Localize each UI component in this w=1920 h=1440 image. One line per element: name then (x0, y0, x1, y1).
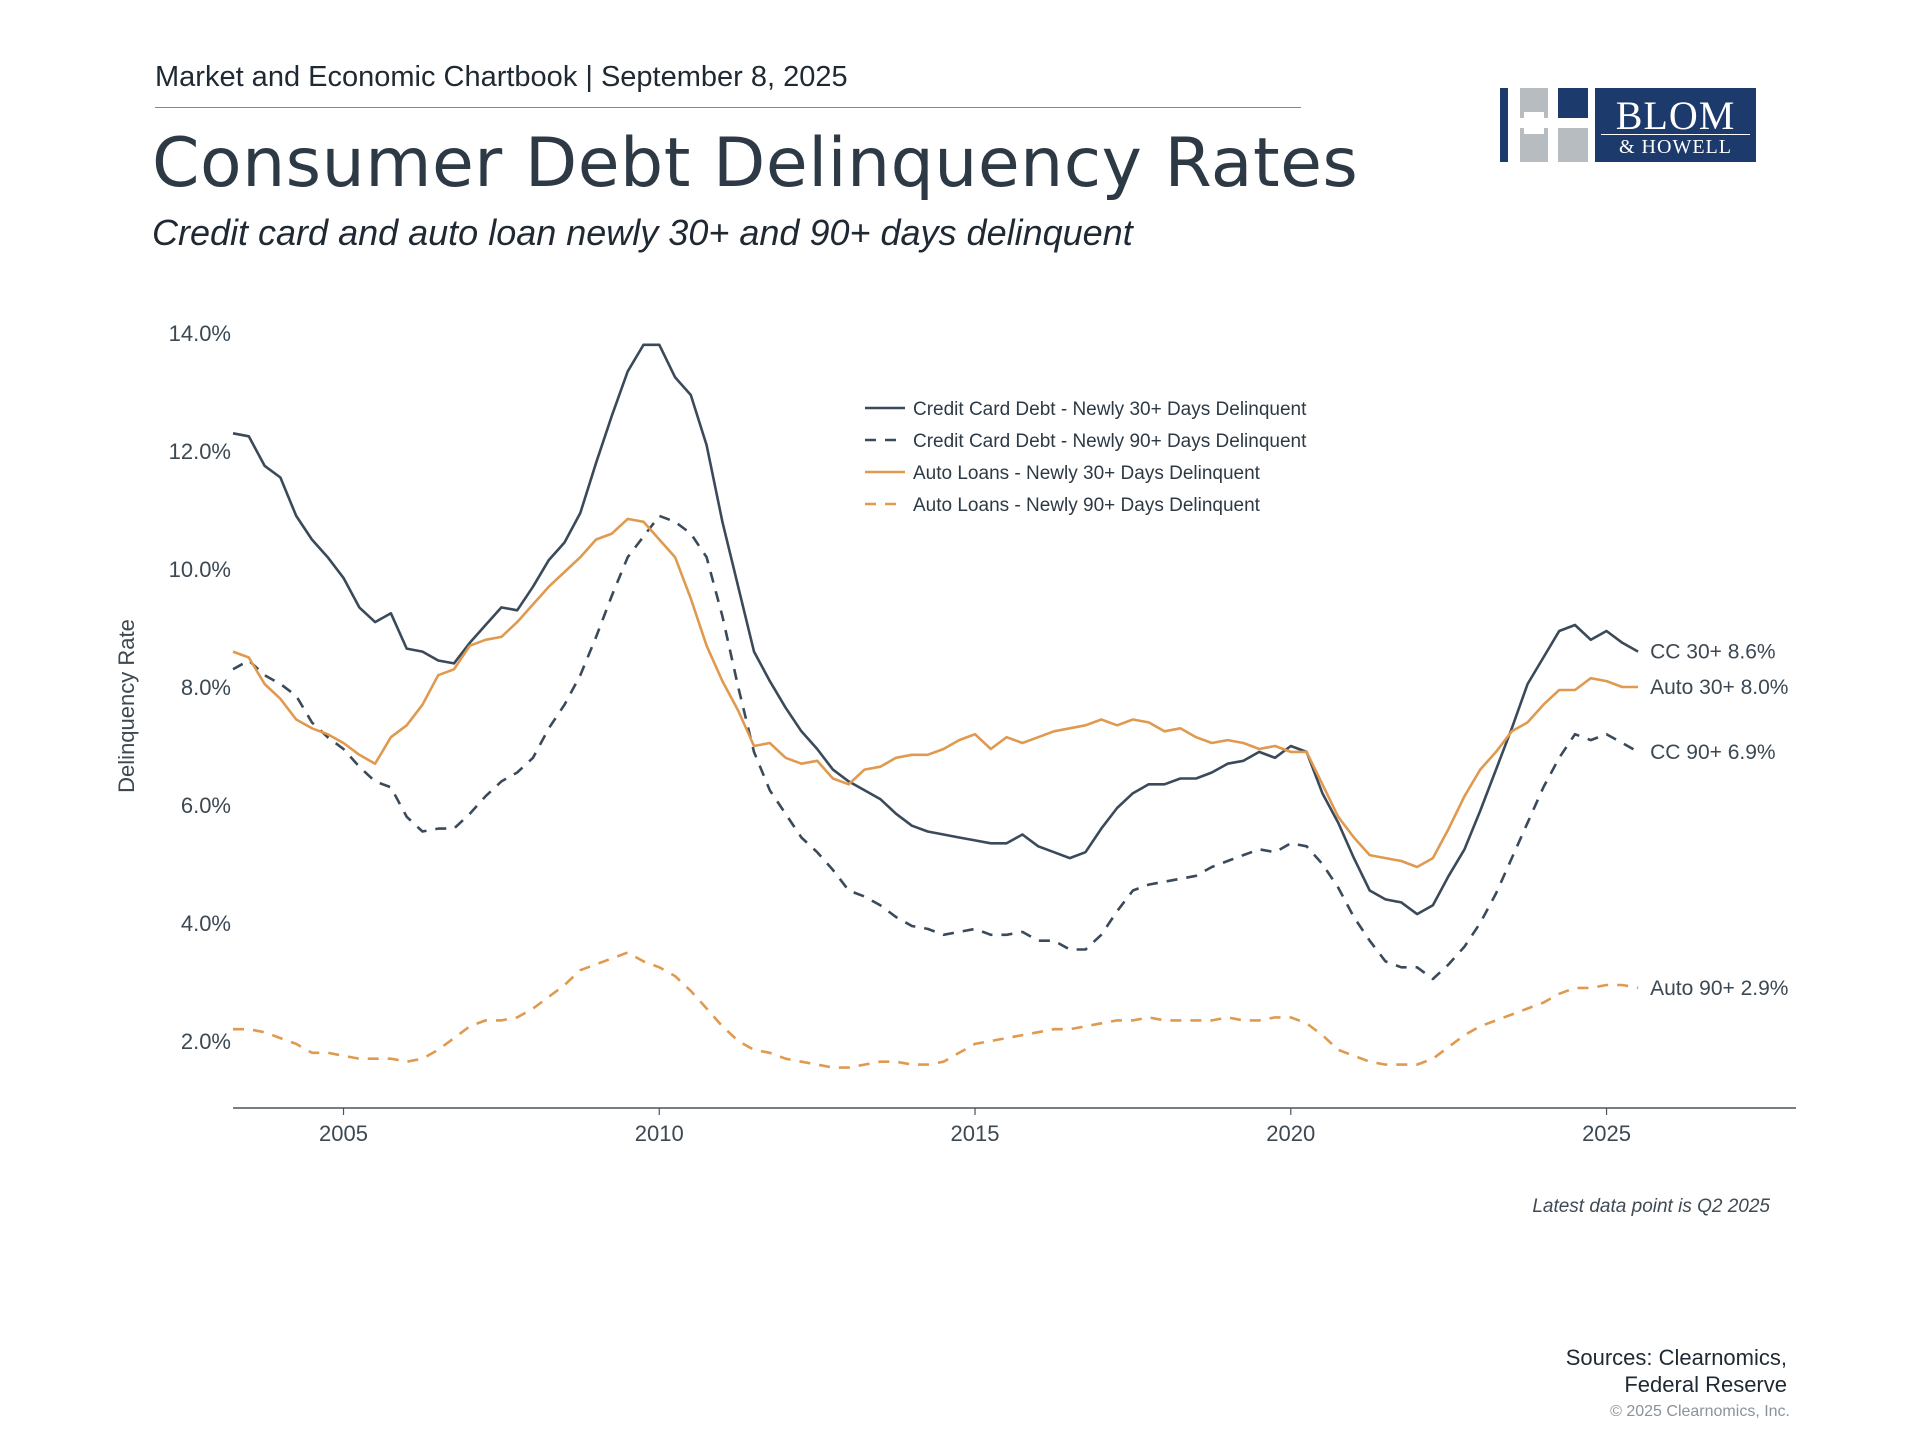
chart-legend: Credit Card Debt - Newly 30+ Days Delinq… (865, 399, 1307, 516)
y-tick-label: 6.0% (181, 793, 231, 818)
page-subtitle: Credit card and auto loan newly 30+ and … (152, 212, 1133, 253)
logo-mark-icon (1520, 88, 1588, 162)
series-end-label: Auto 90+ 2.9% (1650, 977, 1788, 1000)
series-end-label: CC 30+ 8.6% (1650, 641, 1776, 664)
series-end-labels: CC 30+ 8.6% CC 90+ 6.9% Auto 30+ 8.0% Auto … (1650, 641, 1788, 1000)
chartbook-header: Market and Economic Chartbook | Septembe… (155, 61, 848, 93)
series-end-label: CC 90+ 6.9% (1650, 741, 1776, 764)
legend-entry: Credit Card Debt - Newly 30+ Days Delinq… (913, 399, 1307, 420)
logo-name: BLOM (1615, 93, 1736, 138)
y-tick-label: 12.0% (169, 439, 231, 464)
sources: Sources: Clearnomics, Federal Reserve (1566, 1344, 1787, 1398)
logo-underline (1601, 134, 1750, 135)
x-tick-label: 2015 (951, 1121, 1000, 1146)
series-line-1 (232, 343, 1639, 916)
x-axis-ticks: 2005 2010 2015 2020 2025 (319, 1108, 1631, 1146)
series-line-3 (232, 517, 1639, 869)
y-tick-label: 4.0% (181, 911, 231, 936)
legend-entry: Auto Loans - Newly 90+ Days Delinquent (913, 495, 1261, 516)
legend-entry: Auto Loans - Newly 30+ Days Delinquent (913, 463, 1261, 484)
y-tick-label: 14.0% (169, 321, 231, 346)
data-note: Latest data point is Q2 2025 (1532, 1196, 1770, 1217)
x-tick-label: 2005 (319, 1121, 368, 1146)
company-logo: BLOM & HOWELL (1500, 88, 1756, 162)
logo-sub: & HOWELL (1619, 136, 1732, 158)
logo-bar (1500, 88, 1508, 162)
y-tick-label: 10.0% (169, 557, 231, 582)
sources-line-1: Sources: Clearnomics, (1565, 1345, 1787, 1370)
legend-entry: Credit Card Debt - Newly 90+ Days Delinq… (913, 431, 1307, 452)
copyright: © 2025 Clearnomics, Inc. (1610, 1403, 1790, 1420)
series-line-4 (233, 951, 1639, 1069)
sources-line-2: Federal Reserve (1624, 1372, 1787, 1397)
page-title: Consumer Debt Delinquency Rates (152, 124, 1359, 203)
x-tick-label: 2020 (1266, 1121, 1315, 1146)
y-axis-label: Delinquency Rate (114, 619, 139, 793)
logo-wordmark: BLOM & HOWELL (1595, 88, 1756, 162)
series-end-label: Auto 30+ 8.0% (1650, 676, 1788, 699)
series-lines (232, 343, 1639, 1069)
x-tick-label: 2010 (635, 1121, 684, 1146)
y-tick-label: 2.0% (181, 1029, 231, 1054)
y-axis-ticks: 2.0% 4.0% 6.0% 8.0% 10.0% 12.0% 14.0% (169, 321, 231, 1054)
series-line-2 (232, 514, 1639, 981)
x-tick-label: 2025 (1582, 1121, 1631, 1146)
y-tick-label: 8.0% (181, 675, 231, 700)
header-divider (155, 107, 1301, 108)
